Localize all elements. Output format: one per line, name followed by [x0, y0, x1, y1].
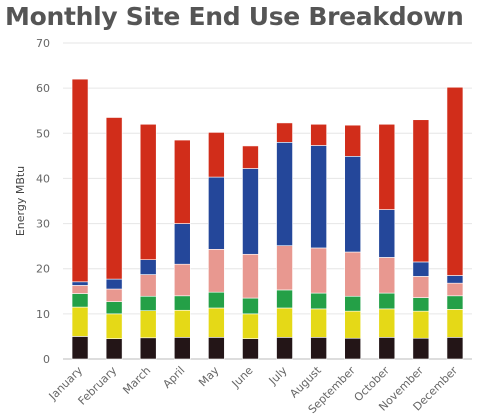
bar-segment	[71, 281, 89, 286]
bar-segment	[139, 337, 157, 360]
bar-segment	[378, 123, 396, 210]
bar-segment	[105, 338, 123, 360]
bar-segment	[412, 261, 430, 277]
bar-segment	[446, 86, 464, 276]
bar-segment	[446, 275, 464, 284]
bar-segment	[378, 209, 396, 258]
bar-segment	[446, 309, 464, 338]
y-tick-label: 30	[36, 218, 50, 231]
bar-segment	[208, 291, 225, 309]
bar-segment	[242, 145, 259, 169]
bar-segment	[378, 257, 396, 294]
bar-segment	[71, 285, 89, 294]
bar-segment	[242, 168, 259, 255]
bar-segment	[344, 124, 362, 157]
bar-segment	[310, 145, 327, 249]
bar-segment	[242, 313, 259, 339]
y-tick-label: 60	[36, 82, 50, 95]
bar-segment	[139, 310, 157, 339]
bar-segment	[276, 245, 293, 291]
bar-segment	[344, 337, 362, 360]
bar-segment	[71, 78, 89, 283]
x-tick-label: June	[229, 364, 256, 391]
bar-segment	[276, 289, 293, 309]
y-tick-label: 70	[36, 37, 50, 50]
bar-segment	[242, 253, 259, 299]
bar-segment	[208, 307, 225, 338]
bar-segment	[139, 259, 157, 275]
bar-segment	[276, 142, 293, 246]
bar-segment	[173, 295, 191, 311]
y-axis-label: Energy MBtu	[14, 166, 27, 236]
bar-segment	[344, 251, 362, 297]
bar-segment	[344, 156, 362, 253]
bar-segment	[412, 310, 430, 339]
bar-segment	[105, 288, 123, 302]
bar-segment	[71, 293, 89, 308]
bar-segment	[412, 337, 430, 360]
bar-segment	[310, 123, 327, 146]
bar-segment	[412, 297, 430, 312]
bar-segment	[310, 292, 327, 310]
y-tick-label: 50	[36, 127, 50, 140]
bar-segment	[105, 278, 123, 290]
bar-segment	[139, 123, 157, 260]
bar-segment	[173, 263, 191, 297]
bar-segment	[446, 282, 464, 297]
x-tick-label: March	[120, 364, 153, 397]
bar-segment	[276, 337, 293, 360]
bar-segment	[71, 336, 89, 360]
bar-segment	[139, 274, 157, 297]
x-tick-label: April	[160, 364, 187, 391]
bars	[71, 78, 464, 360]
bar-segment	[344, 310, 362, 339]
bar-segment	[105, 313, 123, 339]
bar-segment	[173, 309, 191, 338]
bar-segment	[310, 247, 327, 294]
bar-segment	[276, 307, 293, 338]
y-tick-label: 10	[36, 308, 50, 321]
bar-segment	[310, 337, 327, 360]
bar-segment	[242, 338, 259, 360]
bar-segment	[71, 306, 89, 337]
y-axis-ticks: 0 10 20 30 40 50 60 70	[36, 37, 50, 366]
bar-segment	[310, 308, 327, 338]
bar-segment	[105, 117, 123, 280]
bar-segment	[242, 297, 259, 315]
bar-segment	[446, 295, 464, 310]
bar-segment	[412, 276, 430, 298]
x-tick-label: July	[266, 364, 290, 388]
bar-segment	[173, 223, 191, 265]
bar-segment	[208, 249, 225, 293]
y-tick-label: 0	[43, 353, 50, 366]
bar-segment	[105, 301, 123, 315]
bar-segment	[208, 176, 225, 250]
y-tick-label: 20	[36, 263, 50, 276]
bar-segment	[208, 132, 225, 178]
bar-segment	[446, 337, 464, 360]
y-tick-label: 40	[36, 172, 50, 185]
x-tick-label: May	[196, 364, 222, 390]
bar-segment	[173, 337, 191, 360]
gridlines	[63, 42, 472, 360]
bar-segment	[139, 295, 157, 311]
bar-segment	[378, 292, 396, 310]
bar-segment	[208, 337, 225, 360]
bar-segment	[412, 119, 430, 263]
bar-segment	[276, 122, 293, 143]
bar-segment	[378, 308, 396, 338]
bar-segment	[344, 295, 362, 312]
chart-title: Monthly Site End Use Breakdown	[5, 2, 464, 31]
bar-segment	[378, 337, 396, 360]
bar-segment	[173, 139, 191, 224]
